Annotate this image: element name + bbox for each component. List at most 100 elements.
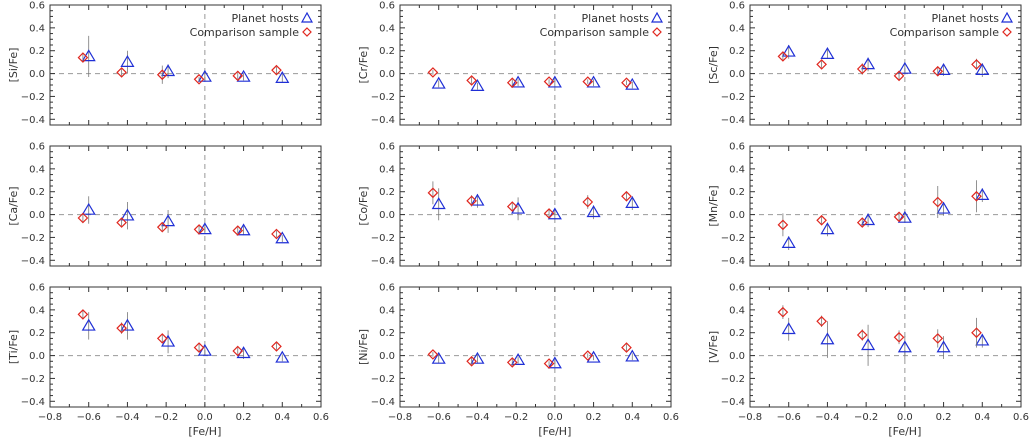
- panel-7-comparison-point: [193, 342, 205, 353]
- panel-9-host-point: [936, 340, 951, 353]
- panel-2-ylabel: [Cr/Fe]: [357, 47, 370, 84]
- panel-9-xtick-label: −0.6: [777, 412, 801, 423]
- panel-1-host-point: [120, 54, 135, 67]
- panel-2-ytick-label: 0.6: [379, 1, 395, 12]
- panel-8-ylabel: [Ni/Fe]: [357, 329, 370, 365]
- panel-9-host-point: [781, 322, 796, 335]
- panel-7-xlabel: [Fe/H]: [188, 425, 221, 438]
- panel-9-xtick-label: −0.8: [738, 412, 762, 423]
- panel-4-ytick-label: −0.2: [21, 233, 45, 244]
- panel-6-ytick-label: 0.4: [729, 164, 745, 175]
- panel-8-comparison-point: [543, 358, 555, 369]
- panel-4-host-point: [161, 214, 176, 227]
- panel-6-ytick-label: 0.2: [729, 187, 745, 198]
- panel-3-legend-planet-hosts: Planet hosts: [932, 12, 1000, 25]
- panel-7-xtick-label: −0.6: [77, 412, 101, 423]
- panel-8-ytick-label: −0.2: [371, 374, 395, 385]
- panel-5-frame: [399, 145, 672, 267]
- panel-4-host-point: [120, 208, 135, 221]
- panel-5-host-point: [586, 205, 601, 218]
- panel-3-comparison-point: [932, 65, 944, 77]
- panel-3-legend-host-marker: [1000, 11, 1014, 23]
- panel-8-comparison-point: [621, 342, 632, 353]
- panel-9-ytick-label: −0.2: [721, 374, 745, 385]
- panel-1-ytick-label: 0.0: [29, 69, 45, 80]
- panel-7-ytick-label: −0.4: [21, 397, 45, 408]
- panel-8-ytick-label: −0.4: [371, 397, 395, 408]
- panel-3-comparison-point: [816, 59, 827, 70]
- panel-4-comparison-point: [77, 212, 89, 224]
- panel-5-host-point: [547, 207, 562, 220]
- panel-2-legend-comparison: Comparison sample: [540, 26, 650, 39]
- panel-5-ytick-label: −0.2: [371, 233, 395, 244]
- panel-9-xtick-label: −0.4: [815, 412, 839, 423]
- panel-2-host-point: [586, 75, 601, 88]
- panel-6-host-point: [861, 213, 876, 226]
- panel-9-host-point: [820, 332, 835, 345]
- panel-7-xtick-label: 0.0: [197, 412, 213, 423]
- panel-7-host-point: [275, 350, 290, 363]
- panel-6-comparison-point: [856, 217, 868, 228]
- panel-4-ytick-label: 0.4: [29, 164, 45, 175]
- panel-6-host-point: [820, 222, 835, 235]
- panel-6-ytick-label: 0.0: [729, 210, 745, 221]
- panel-4-comparison-point: [271, 228, 282, 240]
- panel-3-legend-comparison: Comparison sample: [890, 26, 1000, 39]
- panel-2-comparison-point: [582, 76, 594, 87]
- panel-9-comparison-point: [777, 306, 789, 318]
- panel-7-host-point: [81, 318, 96, 331]
- panel-1-ytick-label: −0.4: [21, 115, 45, 126]
- panel-8-xtick-label: 0.0: [547, 412, 563, 423]
- panel-7-comparison-point: [77, 309, 89, 320]
- panel-1-ytick-label: 0.2: [29, 46, 45, 57]
- panel-4-comparison-point: [116, 217, 127, 228]
- panel-4-ylabel: [Ca/Fe]: [7, 186, 20, 225]
- panel-7-xtick-label: −0.4: [115, 412, 139, 423]
- panel-3-ytick-label: 0.6: [729, 1, 745, 12]
- panel-9-comparison-point: [893, 331, 905, 343]
- panel-5-ytick-label: −0.4: [371, 256, 395, 267]
- panel-7-xtick-label: 0.6: [313, 412, 329, 423]
- panel-9-comparison-point: [971, 327, 982, 339]
- panel-8-host-point: [431, 351, 446, 364]
- panel-4-comparison-point: [156, 221, 168, 233]
- panel-4-ytick-label: −0.4: [21, 256, 45, 267]
- panel-3-ytick-label: 0.2: [729, 46, 745, 57]
- panel-8-comparison-point: [582, 350, 594, 361]
- panel-1-comparison-point: [232, 70, 244, 82]
- panel-6-comparison-point: [777, 219, 789, 231]
- panel-8-comparison-point: [427, 349, 439, 360]
- panel-9-host-point: [975, 333, 990, 346]
- panel-5-ylabel: [Co/Fe]: [357, 186, 370, 225]
- panel-3-host-point: [975, 62, 990, 75]
- panel-3-ytick-label: −0.2: [721, 92, 745, 103]
- panel-8-ytick-label: 0.6: [379, 283, 395, 294]
- panel-2-comparison-point: [543, 76, 555, 87]
- panel-2-ytick-label: 0.4: [379, 23, 395, 34]
- panel-6-ytick-label: −0.2: [721, 233, 745, 244]
- panel-3-comparison-point: [777, 51, 789, 62]
- panel-2-comparison-point: [621, 77, 632, 89]
- panel-9-xtick-label: 0.6: [1013, 412, 1029, 423]
- panel-8-xtick-label: −0.6: [427, 412, 451, 423]
- panel-5-ytick-label: 0.6: [379, 142, 395, 153]
- panel-9-xtick-label: 0.4: [974, 412, 990, 423]
- panel-5-ytick-label: 0.4: [379, 164, 395, 175]
- panel-1-host-point: [236, 69, 251, 82]
- panel-3-host-point: [897, 61, 912, 74]
- panel-7-xtick-label: 0.2: [236, 412, 252, 423]
- panel-9-xtick-label: 0.0: [897, 412, 913, 423]
- panel-4-ytick-label: 0.0: [29, 210, 45, 221]
- panel-4-host-point: [275, 231, 290, 244]
- panel-7-xtick-label: −0.2: [154, 412, 178, 423]
- panel-1-comparison-point: [116, 67, 127, 78]
- panel-4-ytick-label: 0.2: [29, 187, 45, 198]
- panel-6-host-point: [897, 210, 912, 223]
- panel-4-comparison-point: [232, 225, 244, 236]
- panel-1-ytick-label: −0.2: [21, 92, 45, 103]
- panel-4-comparison-point: [193, 224, 205, 235]
- panel-2-comparison-point: [506, 77, 518, 89]
- panel-3-host-point: [820, 46, 835, 59]
- panel-7-ytick-label: 0.0: [29, 351, 45, 362]
